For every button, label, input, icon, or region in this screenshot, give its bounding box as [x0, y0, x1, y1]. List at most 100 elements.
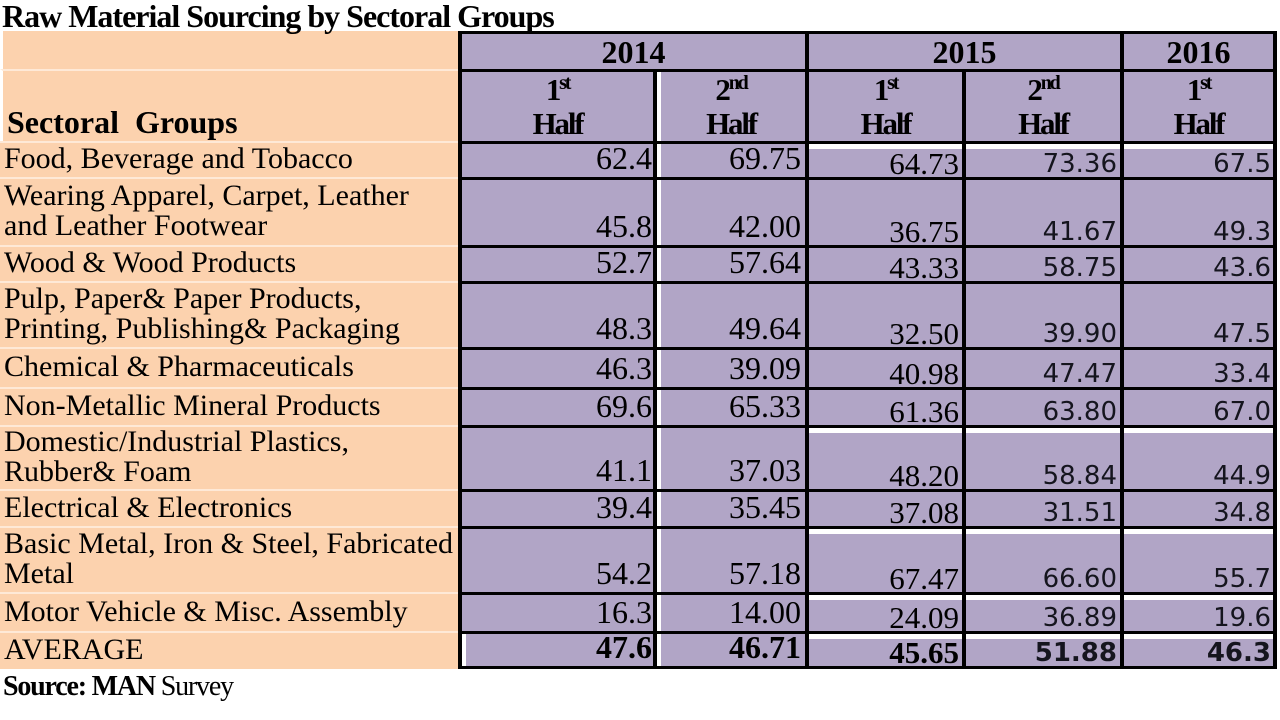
table-row: Food, Beverage and Tobacco 62.4 69.75 64… [0, 141, 1277, 179]
sector-cell: Chemical & Pharmaceuticals [0, 347, 458, 387]
value-cell: 52.7 [458, 245, 653, 281]
value-cell: 73.36 [962, 141, 1120, 177]
half-word: Half [706, 105, 758, 141]
value-cell: 58.84 [962, 425, 1120, 489]
value-cell: 39.90 [962, 281, 1120, 347]
source-label: Source: [3, 671, 87, 702]
ordinal-suffix: nd [728, 71, 749, 94]
sector-cell: Non-Metallic Mineral Products [0, 387, 458, 425]
half-header-2016-1: 1st Half [1120, 69, 1277, 141]
value-cell: 37.08 [805, 489, 962, 528]
year-header-2016: 2016 [1120, 31, 1277, 69]
value-cell: 46.3 [1120, 631, 1277, 669]
value-cell: 67.5 [1120, 141, 1277, 177]
value-cell: 36.89 [962, 592, 1120, 631]
sector-cell: Wearing Apparel, Carpet, Leather and Lea… [0, 177, 458, 245]
value-cell: 49.64 [653, 281, 805, 347]
half-header-2014-1: 1st Half [458, 69, 653, 141]
value-cell: 35.45 [653, 489, 805, 526]
value-cell: 48.3 [458, 281, 653, 347]
value-cell: 37.03 [653, 425, 805, 489]
value-cell: 57.64 [653, 245, 805, 281]
sector-cell: Motor Vehicle & Misc. Assembly [0, 592, 458, 631]
source-rest: Survey [160, 671, 234, 702]
table-row: Domestic/Industrial Plastics, Rubber& Fo… [0, 425, 1277, 491]
ordinal-suffix: nd [1040, 71, 1061, 94]
value-cell: 40.98 [805, 347, 962, 389]
value-cell: 47.47 [962, 347, 1120, 387]
table-row: Motor Vehicle & Misc. Assembly 16.3 14.0… [0, 592, 1277, 633]
half-word: Half [532, 105, 585, 141]
sector-cell: Electrical & Electronics [0, 489, 458, 526]
value-cell: 33.4 [1120, 347, 1277, 387]
value-cell: 65.33 [653, 387, 805, 425]
half-header-2014-2: 2nd Half [653, 69, 805, 141]
ordinal-suffix: st [1200, 71, 1212, 94]
raw-material-sourcing-table: 2014 2015 2016 Sectoral Groups 1st Half 2… [0, 31, 1277, 669]
sector-cell: Food, Beverage and Tobacco [0, 141, 458, 177]
value-cell: 47.6 [458, 631, 653, 669]
table-row-halves: Sectoral Groups 1st Half 2nd Half 1st Half … [0, 69, 1277, 141]
value-cell: 62.4 [458, 141, 653, 177]
value-cell: 47.5 [1120, 281, 1277, 347]
value-cell: 43.33 [805, 245, 962, 283]
value-cell: 64.73 [805, 141, 962, 179]
page-title: Raw Material Sourcing by Sectoral Groups [2, 0, 555, 34]
half-word: Half [1173, 105, 1226, 141]
value-cell: 34.8 [1120, 489, 1277, 526]
value-cell: 67.47 [805, 526, 962, 594]
source-org: MAN [91, 671, 156, 702]
value-cell: 55.7 [1120, 526, 1277, 592]
value-cell: 39.09 [653, 347, 805, 387]
value-cell: 43.6 [1120, 245, 1277, 281]
value-cell: 14.00 [653, 592, 805, 631]
table-row: Non-Metallic Mineral Products 69.6 65.33… [0, 387, 1277, 427]
value-cell: 46.71 [653, 631, 805, 669]
value-cell: 69.75 [653, 141, 805, 177]
table-row: Basic Metal, Iron & Steel, Fabricated Me… [0, 526, 1277, 594]
year-header-2014: 2014 [458, 31, 805, 69]
value-cell: 41.1 [458, 425, 653, 489]
value-cell: 49.3 [1120, 177, 1277, 245]
table-row: Electrical & Electronics 39.4 35.45 37.0… [0, 489, 1277, 528]
value-cell: 67.0 [1120, 387, 1277, 425]
value-cell: 44.9 [1120, 425, 1277, 489]
value-cell: 69.6 [458, 387, 653, 425]
corner-cell-top [0, 31, 458, 69]
ordinal-number: 2 [715, 71, 731, 107]
year-header-2015: 2015 [805, 31, 1120, 69]
value-cell: 39.4 [458, 489, 653, 526]
sector-cell: Domestic/Industrial Plastics, Rubber& Fo… [0, 425, 458, 489]
value-cell: 36.75 [805, 177, 962, 247]
value-cell: 46.3 [458, 347, 653, 387]
half-header-2015-1: 1st Half [805, 69, 962, 141]
value-cell: 66.60 [962, 526, 1120, 592]
table-row-years: 2014 2015 2016 [0, 31, 1277, 69]
sector-cell: Basic Metal, Iron & Steel, Fabricated Me… [0, 526, 458, 592]
value-cell: 58.75 [962, 245, 1120, 281]
half-header-2015-2: 2nd Half [962, 69, 1120, 141]
ordinal-number: 2 [1027, 71, 1043, 107]
table-row: Wearing Apparel, Carpet, Leather and Lea… [0, 177, 1277, 247]
value-cell: 61.36 [805, 387, 962, 427]
ordinal-number: 1 [545, 71, 562, 107]
value-cell: 63.80 [962, 387, 1120, 425]
ordinal-suffix: st [559, 71, 571, 94]
half-word: Half [860, 105, 913, 141]
half-word: Half [1018, 105, 1070, 141]
value-cell: 41.67 [962, 177, 1120, 245]
value-cell: 45.65 [805, 631, 962, 669]
value-cell: 57.18 [653, 526, 805, 592]
value-cell: 19.6 [1120, 592, 1277, 631]
sector-cell: AVERAGE [0, 631, 458, 669]
value-cell: 32.50 [805, 281, 962, 349]
ordinal-number: 1 [873, 71, 890, 107]
table-row: Chemical & Pharmaceuticals 46.3 39.09 40… [0, 347, 1277, 389]
ordinal-number: 1 [1186, 71, 1203, 107]
value-cell: 16.3 [458, 592, 653, 631]
value-cell: 48.20 [805, 425, 962, 491]
value-cell: 51.88 [962, 631, 1120, 669]
value-cell: 42.00 [653, 177, 805, 245]
value-cell: 24.09 [805, 592, 962, 633]
value-cell: 54.2 [458, 526, 653, 592]
